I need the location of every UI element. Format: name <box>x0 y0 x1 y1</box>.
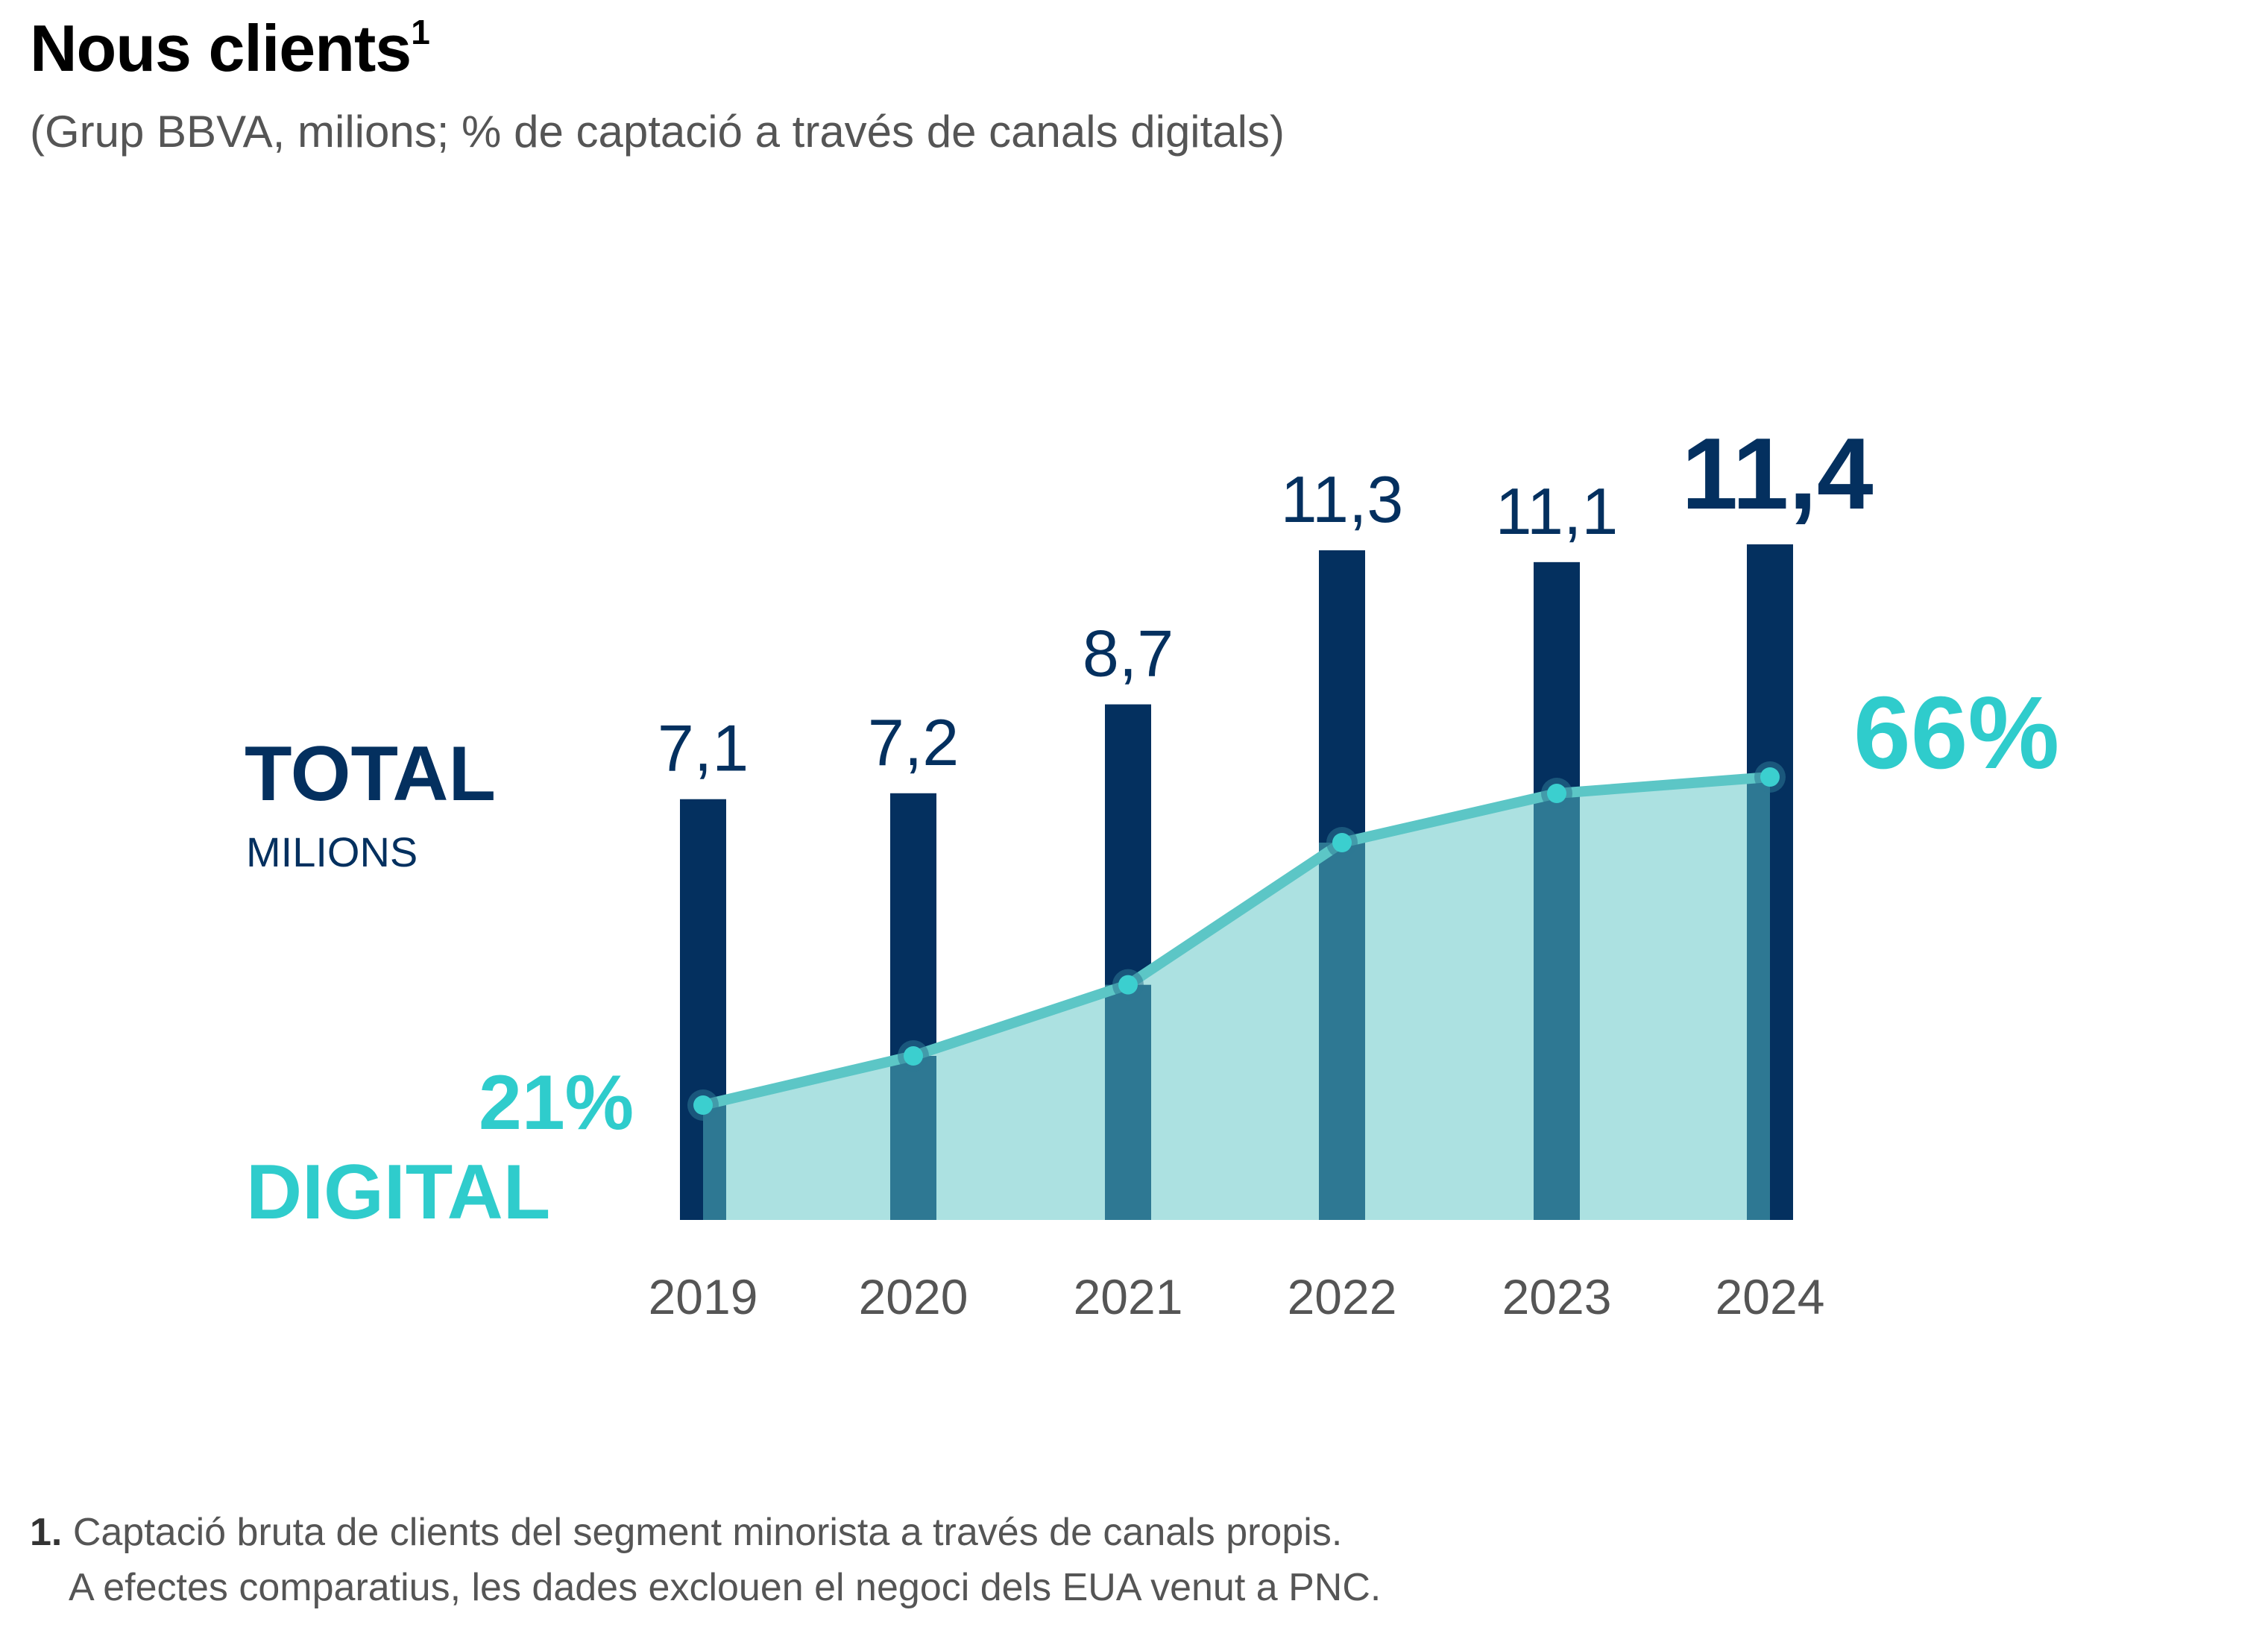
bar-value-label: 11,3 <box>1281 462 1404 536</box>
footnote-text-2: A efectes comparatius, les dades excloue… <box>69 1566 1382 1609</box>
bar-digital-overlap <box>1534 793 1580 1220</box>
digital-point <box>1332 833 1352 852</box>
bar-digital-overlap <box>890 1056 936 1220</box>
digital-area <box>703 777 1770 1220</box>
footnote-number: 1. <box>30 1511 63 1554</box>
digital-line <box>698 772 1775 1110</box>
footnote-marker: 1 <box>411 13 430 51</box>
bar-value-label: 8,7 <box>1083 617 1174 691</box>
bar-digital-overlap <box>1105 984 1151 1220</box>
chart-title-text: Nous clients <box>30 11 412 85</box>
footnote-text-1: Captació bruta de clients del segment mi… <box>72 1511 1343 1554</box>
milions-label: MILIONS <box>246 828 418 875</box>
digital-point <box>1760 767 1780 787</box>
x-tick-label: 2019 <box>649 1269 758 1324</box>
x-tick-label: 2021 <box>1074 1269 1183 1324</box>
bar-value-label: 7,2 <box>868 705 959 779</box>
bar-value-label: 11,1 <box>1496 474 1619 548</box>
bar-value-label: 7,1 <box>658 711 749 785</box>
x-tick-label: 2023 <box>1502 1269 1612 1324</box>
x-tick-label: 2024 <box>1716 1269 1825 1324</box>
total-label: TOTAL <box>245 731 496 817</box>
chart-subtitle: (Grup BBVA, milions; % de captació a tra… <box>30 107 1285 157</box>
plot-area: 7,1 7,2 8,7 11,3 11,1 11,4 2019 2020 2021 2022 202… <box>649 417 1874 1324</box>
digital-label: DIGITAL <box>246 1149 550 1236</box>
digital-last-label: 66% <box>1853 676 2059 790</box>
digital-point <box>1118 975 1138 995</box>
bar-digital-overlap <box>1319 843 1365 1220</box>
x-tick-label: 2020 <box>859 1269 968 1324</box>
digital-point <box>693 1095 713 1115</box>
x-tick-label: 2022 <box>1288 1269 1397 1324</box>
digital-first-label: 21% <box>479 1060 634 1146</box>
bar-value-label: 11,4 <box>1681 417 1873 530</box>
bar-digital-overlap <box>1747 777 1770 1220</box>
footnote: 1. Captació bruta de clients del segment… <box>30 1505 1381 1615</box>
chart-title: Nous clients1 <box>30 10 430 86</box>
digital-point <box>904 1046 923 1066</box>
bar-digital-overlap <box>703 1105 726 1220</box>
footnote-line-1: 1. Captació bruta de clients del segment… <box>30 1505 1381 1560</box>
digital-point <box>1547 784 1566 803</box>
